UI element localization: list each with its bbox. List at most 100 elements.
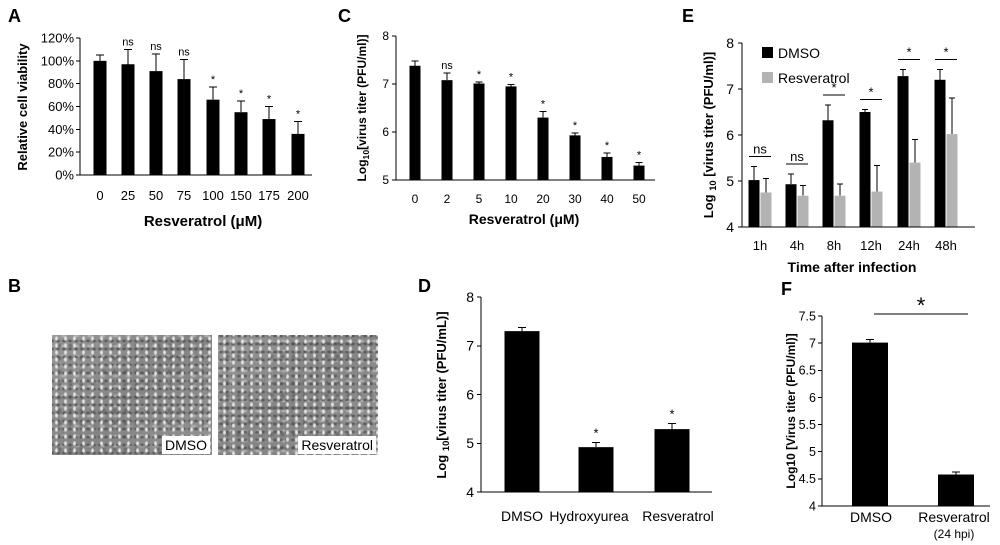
x-tick-label: 50 [149,188,163,203]
bar-a-100 [206,99,220,175]
significance-label: * [267,94,272,106]
bar-e-48h-dmso [934,79,946,227]
y-axis-title: Log10 [Virus titer (PFU/ml)] [784,333,798,488]
x-axis-title: Resveratrol (μM) [144,213,262,230]
y-axis-title-text: [virus titer (PFU/ml)] [355,35,369,150]
significance-label: * [573,120,578,132]
micrograph-resveratrol: Resveratrol [218,335,378,455]
y-tick-label: 40% [48,122,74,137]
x-axis-title: Time after infection [788,259,917,275]
bar-c-50 [633,165,645,180]
significance-label: * [211,74,216,86]
panel-label-a: A [8,6,21,26]
bar-e-4h-dmso [785,184,797,227]
panel-label-e: E [682,6,694,26]
x-tick-label: 12h [860,238,882,253]
y-tick-label: 120% [41,31,75,46]
significance-label: ns [150,41,162,53]
bar-e-8h-resveratrol [834,195,846,227]
y-tick-label: 4 [466,484,474,500]
y-axis-title-text: Log [355,159,369,181]
bar-e-8h-dmso [822,120,834,227]
significance-label: * [917,293,926,318]
x-tick-label: 48h [935,238,957,253]
x-tick-label: 20 [536,192,550,206]
y-axis-title-subscript: 10 [707,180,718,190]
bar-c-2 [441,80,453,180]
y-tick-label: 7 [809,337,816,351]
y-tick-label: 6 [726,127,734,143]
significance-label: ns [790,149,804,164]
y-tick-label: 6 [809,391,816,405]
y-tick-label: 7 [466,338,474,354]
x-tick-label: DMSO [501,508,543,524]
x-tick-note: (24 hpi) [934,527,975,541]
micrograph-caption-resveratrol: Resveratrol [298,436,376,454]
y-axis-title: Log 10[virus titer (PFU/mL)] [434,311,451,478]
bar-a-175 [262,119,276,175]
panel-label-d: D [418,276,431,296]
x-tick-label: Resveratrol [918,509,990,525]
y-axis-title-text: Log [434,451,449,478]
micrograph-dmso: DMSO [52,335,212,455]
bar-c-30 [569,135,581,180]
y-tick-label: 5 [382,173,389,187]
significance-label: * [541,98,546,110]
bar-a-200 [291,133,305,175]
significance-label: * [669,406,674,421]
y-tick-label: 4 [726,219,734,235]
x-tick-label: 0 [96,188,103,203]
y-tick-label: 7.5 [799,309,816,323]
y-axis-title: Relative cell viability [15,43,30,171]
y-axis-title-text: Log [701,191,716,218]
legend-swatch-dmso [762,47,773,58]
y-axis-title-subscript: 10 [361,150,371,160]
bar-e-24h-resveratrol [909,162,921,227]
x-tick-label: 30 [568,192,582,206]
y-axis-title-text: [virus titer (PFU/mL)] [434,311,449,440]
y-tick-label: 6 [466,386,474,402]
bar-d-dmso [504,331,540,492]
bar-d-hydroxyurea [578,447,614,492]
x-tick-label: 75 [177,188,191,203]
panel-label-f: F [781,279,792,299]
y-tick-label: 6.5 [799,364,816,378]
bar-a-50 [149,71,163,175]
bar-c-20 [537,117,549,180]
x-axis-title: Resveratrol (μM) [469,211,579,227]
significance-label: * [605,140,610,152]
y-tick-label: 60% [48,99,74,114]
bar-a-75 [177,79,191,175]
x-tick-label: 1h [753,238,767,253]
legend-label-resveratrol: Resveratrol [778,70,850,86]
y-axis-title-subscript: 10 [440,441,451,451]
x-tick-label: 2 [444,192,451,206]
x-tick-label: 200 [287,188,309,203]
significance-label: * [509,71,514,83]
x-tick-label: 24h [898,238,920,253]
x-tick-label: DMSO [850,509,892,525]
y-axis-title: Log10[virus titer (PFU/ml)] [355,35,371,182]
y-tick-label: 80% [48,76,74,91]
x-tick-label: 150 [230,188,252,203]
bar-c-5 [473,83,485,180]
x-tick-label: 100 [202,188,224,203]
y-tick-label: 0% [55,168,74,183]
y-axis-title-text: [virus titer (PFU/ml)] [701,52,716,181]
x-tick-label: 175 [258,188,280,203]
y-tick-label: 8 [726,35,734,51]
y-tick-label: 7 [726,81,734,97]
y-tick-label: 8 [466,289,474,305]
y-tick-label: 4 [809,499,816,513]
chart-panel-a: A 0% 20% 40% 60% 80% 100% 120% Relative cell via… [8,6,312,230]
y-tick-label: 8 [382,29,389,43]
y-tick-label: 5 [809,445,816,459]
y-tick-label: 20% [48,145,74,160]
micrograph-caption-dmso: DMSO [162,436,210,454]
bar-e-1h-resveratrol [760,192,772,227]
x-tick-label: 0 [412,192,419,206]
significance-label: * [943,45,948,60]
